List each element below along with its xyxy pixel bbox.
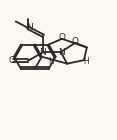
Text: H: H xyxy=(49,57,54,66)
Text: O: O xyxy=(8,56,15,65)
Text: N: N xyxy=(26,23,32,32)
Text: O: O xyxy=(58,33,66,42)
Text: N: N xyxy=(58,48,65,57)
Text: O: O xyxy=(72,37,79,46)
Text: H: H xyxy=(83,57,89,66)
Text: N: N xyxy=(40,48,46,57)
